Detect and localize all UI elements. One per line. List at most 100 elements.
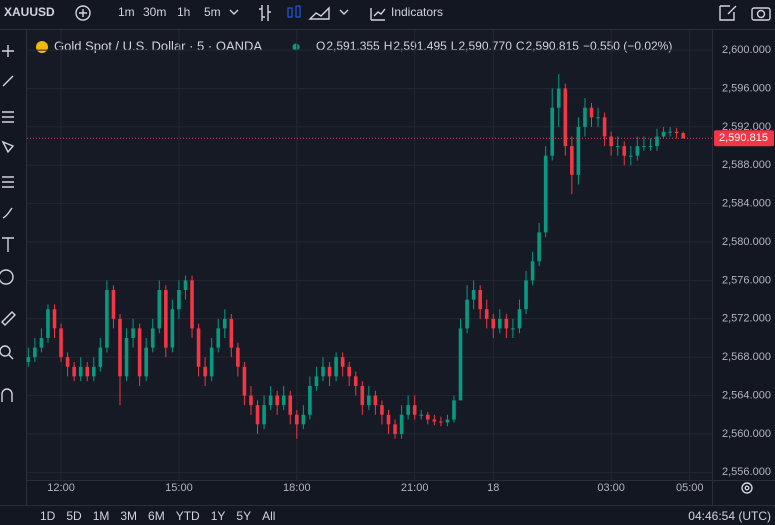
candle-body	[124, 337, 129, 377]
candle-body	[655, 136, 659, 147]
candle-body	[118, 318, 122, 377]
candle-body	[216, 328, 221, 348]
candle-body	[661, 131, 666, 137]
candle-body	[137, 328, 142, 377]
clock: 04:46:54 (UTC)	[688, 509, 771, 523]
x-tick-label: 05:00	[676, 482, 704, 494]
candle-body	[511, 328, 515, 330]
candle-body	[209, 347, 214, 377]
chart-title: Gold Spot / U.S. Dollar · 5 · OANDA	[54, 38, 262, 53]
range-button[interactable]: 6M	[148, 509, 165, 523]
indicators-button[interactable]: Indicators	[391, 5, 443, 19]
candle-body	[334, 357, 338, 377]
area-type-button[interactable]	[308, 6, 330, 20]
candle-body	[478, 290, 482, 310]
candle-body	[281, 395, 286, 406]
legend-value: 2,591.355	[326, 39, 380, 53]
candle-body	[596, 117, 600, 119]
candle-body	[615, 146, 620, 148]
candle-body	[157, 290, 162, 329]
candle-body	[249, 395, 253, 406]
candle-body	[295, 414, 299, 425]
candle-body	[236, 347, 240, 367]
candle-body	[203, 366, 207, 377]
type-dropdown[interactable]	[339, 9, 349, 15]
candle-body	[681, 133, 685, 139]
interval-button[interactable]: 30m	[143, 5, 166, 19]
settings-button[interactable]	[741, 482, 753, 494]
candle-body	[668, 131, 672, 133]
interval-button[interactable]: 1m	[118, 5, 135, 19]
candle-body	[484, 309, 489, 319]
indicators-icon[interactable]	[370, 8, 386, 21]
candle-body	[504, 318, 509, 329]
x-tick-label: 18	[487, 482, 499, 494]
fullscreen-button[interactable]	[719, 5, 737, 21]
range-button[interactable]: 5D	[66, 509, 82, 523]
candle-body	[275, 395, 279, 406]
chart-pane	[27, 30, 712, 480]
candle-body	[425, 414, 430, 420]
candle-body	[85, 366, 90, 377]
candle-body	[583, 107, 587, 127]
legend-key: H	[384, 39, 393, 53]
screenshot-button[interactable]	[751, 7, 771, 21]
y-tick-label: 2,596.000	[722, 82, 771, 94]
candle-body	[576, 126, 581, 175]
x-tick-label: 12:00	[47, 482, 75, 494]
candle-body	[144, 347, 148, 377]
range-button[interactable]: All	[262, 509, 275, 523]
candle-body	[52, 309, 57, 329]
candle-body	[301, 414, 306, 425]
candle-body	[91, 366, 96, 377]
drawing-tools[interactable]	[0, 45, 16, 402]
candle-body	[674, 131, 679, 134]
candle-body	[570, 146, 574, 175]
candle-body	[386, 414, 391, 425]
y-tick-label: 2,600.000	[722, 44, 771, 56]
candle-body	[321, 366, 325, 377]
symbol[interactable]: XAUUSD	[4, 5, 55, 19]
candle-body	[360, 385, 365, 406]
candle-body	[452, 400, 456, 420]
candle-body	[255, 405, 260, 425]
range-button[interactable]: 3M	[120, 509, 137, 523]
candle-body	[340, 357, 345, 367]
candle-body	[170, 309, 175, 348]
candle-body	[39, 337, 44, 348]
interval-button[interactable]: 1h	[177, 5, 190, 19]
candle-body	[465, 299, 469, 329]
range-button[interactable]: YTD	[176, 509, 200, 523]
candle-body	[131, 328, 135, 338]
range-button[interactable]: 1D	[40, 509, 56, 523]
bar-type-button[interactable]	[259, 5, 271, 21]
candle-body	[524, 280, 528, 310]
y-tick-label: 2,580.000	[722, 236, 771, 248]
y-tick-label: 2,592.000	[722, 121, 771, 133]
candle-body	[563, 88, 568, 147]
y-tick-label: 2,588.000	[722, 159, 771, 171]
range-button[interactable]: 1M	[93, 509, 110, 523]
interval-button[interactable]: 5m	[204, 5, 221, 19]
range-button[interactable]: 1Y	[211, 509, 226, 523]
candle-body	[628, 155, 633, 157]
candle-body	[556, 88, 561, 108]
range-button[interactable]: 5Y	[236, 509, 251, 523]
candle-body	[550, 107, 555, 156]
candle-body	[111, 290, 116, 319]
last-price-label: 2,590.815	[719, 132, 768, 144]
interval-dropdown[interactable]	[229, 9, 239, 15]
candle-body	[393, 424, 397, 434]
y-tick-label: 2,576.000	[722, 274, 771, 286]
candle-body	[498, 318, 502, 329]
candle-body	[222, 318, 227, 329]
candle-body	[432, 419, 437, 422]
candle-type-button[interactable]	[287, 5, 301, 18]
candle-body	[491, 318, 496, 329]
candle-body	[46, 309, 50, 338]
x-tick-label: 18:00	[283, 482, 311, 494]
add-symbol-button[interactable]	[75, 5, 91, 21]
candle-body	[288, 395, 293, 415]
candle-body	[33, 347, 37, 358]
